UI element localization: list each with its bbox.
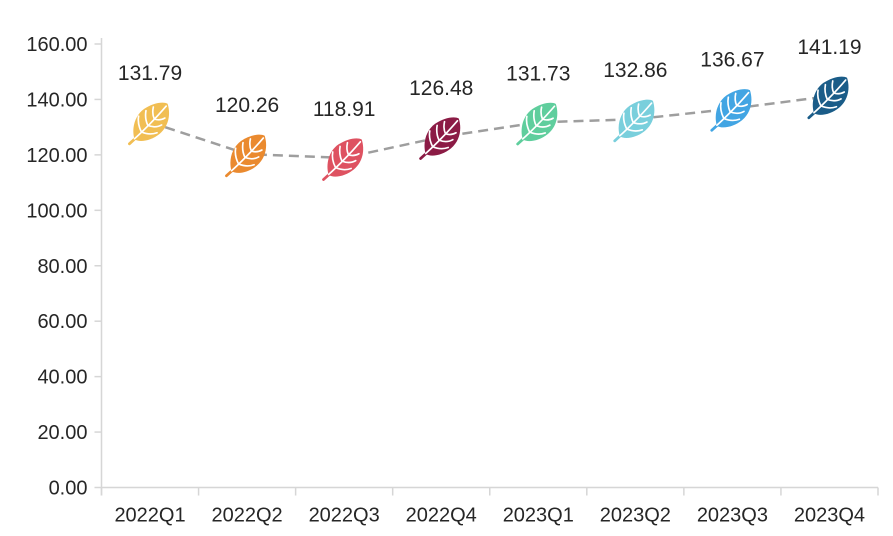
y-axis-tick-label: 100.00 [26, 200, 87, 222]
leaf-stem [128, 137, 137, 146]
leaf-marker-icon [613, 99, 655, 143]
leaf-veins [424, 119, 459, 155]
leaf-marker-icon [710, 89, 752, 132]
x-axis-tick-label: 2023Q3 [697, 505, 768, 527]
y-axis-tick-label: 60.00 [37, 311, 87, 333]
leaf-marker-icon [225, 134, 267, 178]
leaf-marker-icon [419, 117, 461, 160]
leaf-stem [419, 152, 428, 160]
y-axis-tick-label: 120.00 [26, 145, 87, 167]
leaf-stem [322, 173, 331, 181]
y-axis-tick-label: 160.00 [26, 34, 87, 56]
x-axis-tick-label: 2023Q4 [794, 505, 865, 527]
leaf-stem [807, 111, 816, 120]
leaf-veins [521, 105, 556, 140]
x-axis-tick-label: 2022Q2 [212, 505, 283, 527]
data-label: 132.86 [603, 59, 667, 82]
leaf-stem [613, 134, 622, 143]
leaf-stem [710, 123, 719, 132]
data-label: 126.48 [409, 77, 473, 100]
data-label: 136.67 [700, 49, 764, 72]
data-label: 131.73 [506, 62, 570, 85]
y-axis-tick-label: 140.00 [26, 89, 87, 111]
leaf-veins [813, 79, 847, 114]
y-axis-tick-label: 80.00 [37, 256, 87, 278]
leaf-marker-icon [807, 76, 849, 120]
leaf-marker-icon [322, 138, 364, 181]
y-axis-tick-label: 20.00 [37, 422, 87, 444]
leaf-veins [618, 102, 653, 137]
leaf-veins [716, 91, 750, 127]
x-axis-tick-label: 2022Q1 [114, 505, 185, 527]
y-axis-tick-label: 0.00 [49, 478, 88, 500]
data-label: 118.91 [313, 98, 376, 121]
x-axis-tick-label: 2022Q3 [309, 505, 380, 527]
x-axis-tick-label: 2023Q2 [600, 505, 671, 527]
leaf-marker-icon [516, 102, 558, 146]
leaf-marker-icon [128, 102, 170, 146]
leaf-stem [516, 137, 525, 146]
leaf-veins [133, 105, 168, 140]
data-label: 131.79 [118, 62, 182, 85]
x-axis-tick-label: 2022Q4 [406, 505, 477, 527]
data-label: 141.19 [797, 36, 861, 59]
leaf-stem [225, 169, 234, 178]
y-axis-tick-label: 40.00 [37, 367, 87, 389]
data-label: 120.26 [215, 94, 279, 117]
leaf-veins [327, 140, 362, 176]
x-axis-tick-label: 2023Q1 [503, 505, 574, 527]
leaf-veins [230, 137, 265, 172]
